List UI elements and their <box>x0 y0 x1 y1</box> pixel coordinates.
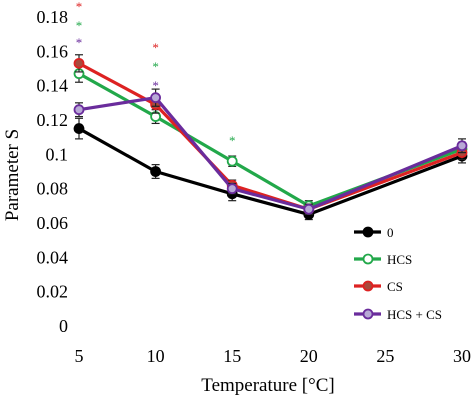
significance-asterisk: * <box>76 18 83 33</box>
x-axis: 5 10 15 20 25 30 <box>75 346 472 366</box>
legend-label: HCS + CS <box>387 307 442 322</box>
significance-markers: * * * * * * * <box>76 0 236 148</box>
legend-item: HCS + CS <box>354 307 442 322</box>
y-axis: 0 0.02 0.04 0.06 0.08 0.1 0.12 0.14 0.16 0.18 <box>37 7 69 336</box>
legend-swatch-marker <box>362 280 374 292</box>
series-layer <box>73 54 468 221</box>
y-tick-label: 0.18 <box>37 7 69 27</box>
series-hcs-cs <box>73 88 468 216</box>
data-point <box>226 183 238 195</box>
legend-swatch-marker <box>362 308 374 320</box>
significance-asterisk: * <box>76 35 83 50</box>
series-line <box>78 61 463 211</box>
x-tick-label: 10 <box>147 346 165 366</box>
significance-asterisk: * <box>229 133 236 148</box>
x-tick-label: 20 <box>300 346 318 366</box>
y-axis-label: Parameter S <box>2 129 23 221</box>
series-line <box>78 96 463 211</box>
y-tick-label: 0.04 <box>37 247 69 267</box>
legend-item: CS <box>354 279 403 294</box>
significance-asterisk: * <box>76 0 83 14</box>
legend-label: 0 <box>387 225 394 240</box>
x-axis-label: Temperature [°C] <box>201 375 334 396</box>
y-tick-label: 0.12 <box>37 110 69 130</box>
y-tick-label: 0.14 <box>37 76 69 96</box>
legend-swatch-marker <box>362 226 374 238</box>
legend-label: CS <box>387 279 403 294</box>
x-tick-label: 30 <box>453 346 471 366</box>
y-tick-label: 0 <box>59 316 68 336</box>
data-point <box>303 203 315 215</box>
legend: 0 HCS CS HCS + CS <box>354 225 442 322</box>
series-cs <box>73 54 468 216</box>
legend-swatch-marker <box>362 253 374 265</box>
legend-label: HCS <box>387 252 412 267</box>
data-point <box>226 155 238 167</box>
legend-item: HCS <box>354 252 412 267</box>
series-hcs <box>73 64 468 212</box>
legend-item: 0 <box>354 225 394 240</box>
y-tick-label: 0.02 <box>37 282 69 302</box>
data-point <box>150 166 162 177</box>
y-tick-label: 0.16 <box>37 41 69 61</box>
data-point <box>456 140 468 152</box>
significance-asterisk: * <box>152 40 159 55</box>
y-tick-label: 0.08 <box>37 179 69 199</box>
y-tick-label: 0.1 <box>46 144 69 164</box>
significance-asterisk: * <box>152 78 159 93</box>
x-tick-label: 25 <box>376 346 394 366</box>
data-point <box>73 57 85 69</box>
data-point <box>73 123 85 134</box>
x-tick-label: 5 <box>75 346 84 366</box>
data-point <box>73 104 85 116</box>
significance-asterisk: * <box>152 59 159 74</box>
y-tick-label: 0.06 <box>37 213 69 233</box>
x-tick-label: 15 <box>223 346 241 366</box>
data-point <box>150 92 162 104</box>
